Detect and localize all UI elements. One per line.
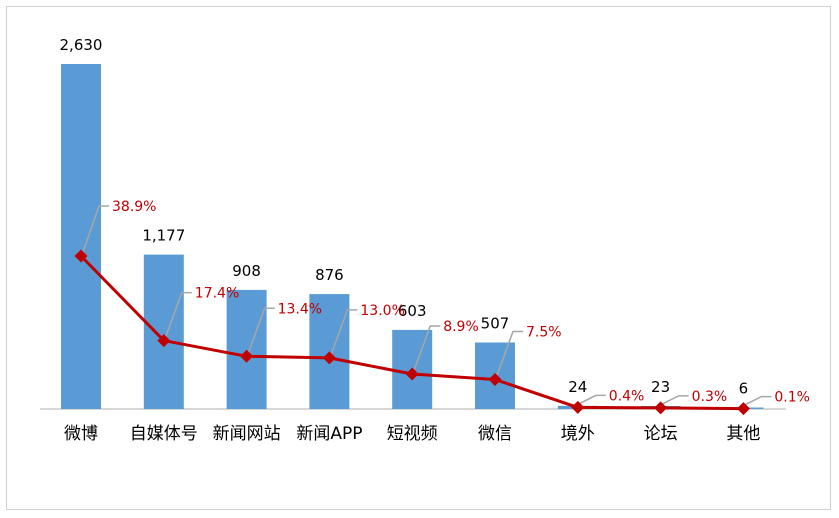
line-marker-8: [736, 402, 750, 416]
line-value-label-3: 13.0%: [360, 303, 404, 319]
x-tick-label-7: 论坛: [644, 424, 678, 444]
leader-line-3: [330, 309, 358, 355]
leader-line-2: [247, 307, 275, 353]
line-value-label-1: 17.4%: [195, 286, 239, 302]
x-tick-label-5: 微信: [478, 424, 512, 444]
line-marker-1: [157, 334, 171, 348]
leader-line-6: [579, 394, 606, 405]
line-value-label-4: 8.9%: [443, 319, 479, 335]
leader-line-5: [496, 330, 523, 376]
line-marker-2: [240, 349, 254, 363]
x-tick-label-0: 微博: [64, 424, 98, 444]
line-value-label-6: 0.4%: [609, 388, 645, 404]
line-value-label-7: 0.3%: [692, 389, 728, 405]
line-value-label-2: 13.4%: [278, 301, 322, 317]
bar-value-label-1: 1,177: [142, 227, 185, 245]
line-marker-5: [488, 373, 502, 387]
bar-value-label-3: 876: [315, 266, 344, 284]
line-marker-6: [571, 400, 585, 414]
bar-value-label-5: 507: [481, 314, 510, 332]
leader-line-1: [165, 291, 192, 337]
leader-line-7: [662, 395, 689, 405]
x-tick-label-3: 新闻APP: [296, 424, 362, 444]
line-value-label-0: 38.9%: [112, 199, 156, 215]
x-tick-label-1: 自媒体号: [130, 424, 198, 444]
line-marker-0: [74, 249, 88, 263]
x-tick-label-2: 新闻网站: [213, 424, 281, 444]
bar-value-label-6: 24: [568, 378, 587, 396]
x-tick-label-4: 短视频: [387, 424, 438, 444]
line-marker-4: [405, 367, 419, 381]
line-marker-7: [654, 401, 668, 415]
leader-line-0: [82, 205, 109, 253]
bar-value-label-8: 6: [739, 380, 749, 398]
line-marker-3: [322, 351, 336, 365]
bar-value-label-7: 23: [651, 378, 670, 396]
bar-0: [61, 64, 101, 409]
bar-1: [143, 254, 184, 409]
line-value-label-5: 7.5%: [526, 325, 562, 341]
chart-area: [6, 6, 831, 510]
bar-value-label-2: 908: [232, 262, 261, 280]
x-tick-label-8: 其他: [726, 424, 760, 444]
leader-line-4: [413, 325, 441, 371]
line-value-label-8: 0.1%: [774, 390, 810, 406]
bar-value-label-4: 603: [398, 302, 427, 320]
x-tick-label-6: 境外: [561, 424, 595, 444]
leader-line-8: [745, 395, 772, 406]
bar-2: [226, 289, 267, 409]
bar-value-label-0: 2,630: [60, 36, 103, 54]
